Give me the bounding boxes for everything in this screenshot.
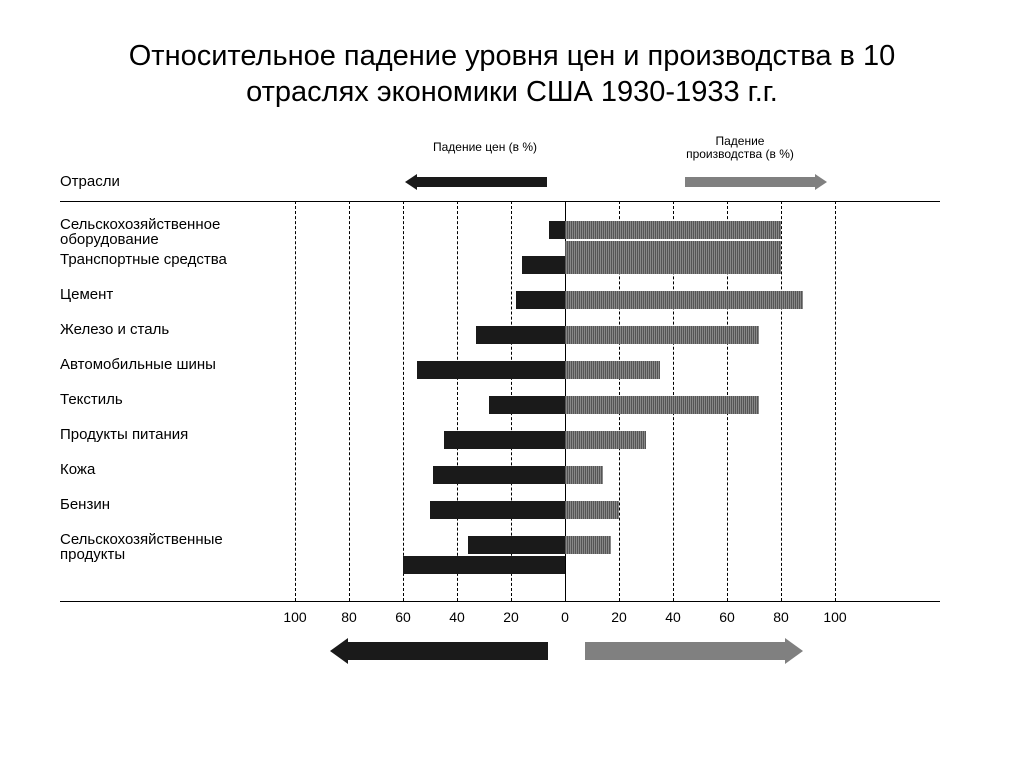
axis-tick-label: 0 bbox=[550, 609, 580, 625]
row-label: Железо и сталь bbox=[60, 322, 270, 338]
grid-line bbox=[781, 201, 782, 601]
row-label: Транспортные средства bbox=[60, 252, 270, 268]
production-bar bbox=[565, 396, 759, 414]
axis-tick-label: 20 bbox=[604, 609, 634, 625]
production-bar bbox=[565, 256, 781, 274]
grid-line bbox=[403, 201, 404, 601]
axis-tick-label: 40 bbox=[658, 609, 688, 625]
production-bar bbox=[565, 326, 759, 344]
row-label: Автомобильные шины bbox=[60, 357, 270, 373]
chart-area: Падение цен (в %) Падение производства (… bbox=[60, 141, 990, 701]
axis-tick-label: 100 bbox=[820, 609, 850, 625]
industries-header: Отрасли bbox=[60, 173, 120, 190]
row-label: Бензин bbox=[60, 497, 270, 513]
row-label: Текстиль bbox=[60, 392, 270, 408]
grid-line bbox=[835, 201, 836, 601]
production-bar bbox=[565, 536, 611, 554]
price-bar bbox=[468, 536, 565, 554]
price-bar bbox=[403, 556, 565, 574]
price-bar bbox=[476, 326, 565, 344]
axis-tick-label: 20 bbox=[496, 609, 526, 625]
production-bar bbox=[565, 221, 781, 239]
hline-top bbox=[60, 201, 940, 202]
hline-bottom bbox=[60, 601, 940, 602]
production-bar bbox=[565, 466, 603, 484]
axis-tick-label: 60 bbox=[388, 609, 418, 625]
production-bar bbox=[565, 361, 660, 379]
arrow-right-icon bbox=[815, 174, 827, 190]
axis-tick-label: 80 bbox=[766, 609, 796, 625]
row-label: Сельскохозяйственные продукты bbox=[60, 532, 270, 564]
grid-line bbox=[457, 201, 458, 601]
price-bar bbox=[444, 431, 566, 449]
big-arrow-right-bar bbox=[585, 642, 785, 660]
grid-line bbox=[349, 201, 350, 601]
arrow-right-bar bbox=[685, 177, 815, 187]
big-arrow-left-icon bbox=[330, 638, 348, 664]
production-bar bbox=[565, 431, 646, 449]
production-bar bbox=[565, 501, 619, 519]
axis-tick-label: 60 bbox=[712, 609, 742, 625]
chart-title: Относительное падение уровня цен и произ… bbox=[82, 38, 942, 111]
price-bar bbox=[433, 466, 565, 484]
axis-tick-label: 100 bbox=[280, 609, 310, 625]
price-bar bbox=[549, 221, 565, 239]
row-label: Продукты питания bbox=[60, 427, 270, 443]
price-bar bbox=[430, 501, 565, 519]
axis-tick-label: 80 bbox=[334, 609, 364, 625]
grid-line bbox=[295, 201, 296, 601]
big-arrow-left-bar bbox=[348, 642, 548, 660]
arrow-left-bar bbox=[417, 177, 547, 187]
axis-tick-label: 40 bbox=[442, 609, 472, 625]
price-drop-header: Падение цен (в %) bbox=[430, 141, 540, 154]
row-label: Кожа bbox=[60, 462, 270, 478]
price-bar bbox=[522, 256, 565, 274]
production-drop-header: Падение производства (в %) bbox=[680, 135, 800, 161]
row-label: Цемент bbox=[60, 287, 270, 303]
arrow-left-icon bbox=[405, 174, 417, 190]
production-bar bbox=[565, 291, 803, 309]
row-label: Сельскохозяйственное оборудование bbox=[60, 217, 270, 249]
price-bar bbox=[516, 291, 565, 309]
price-bar bbox=[417, 361, 566, 379]
price-bar bbox=[489, 396, 565, 414]
big-arrow-right-icon bbox=[785, 638, 803, 664]
